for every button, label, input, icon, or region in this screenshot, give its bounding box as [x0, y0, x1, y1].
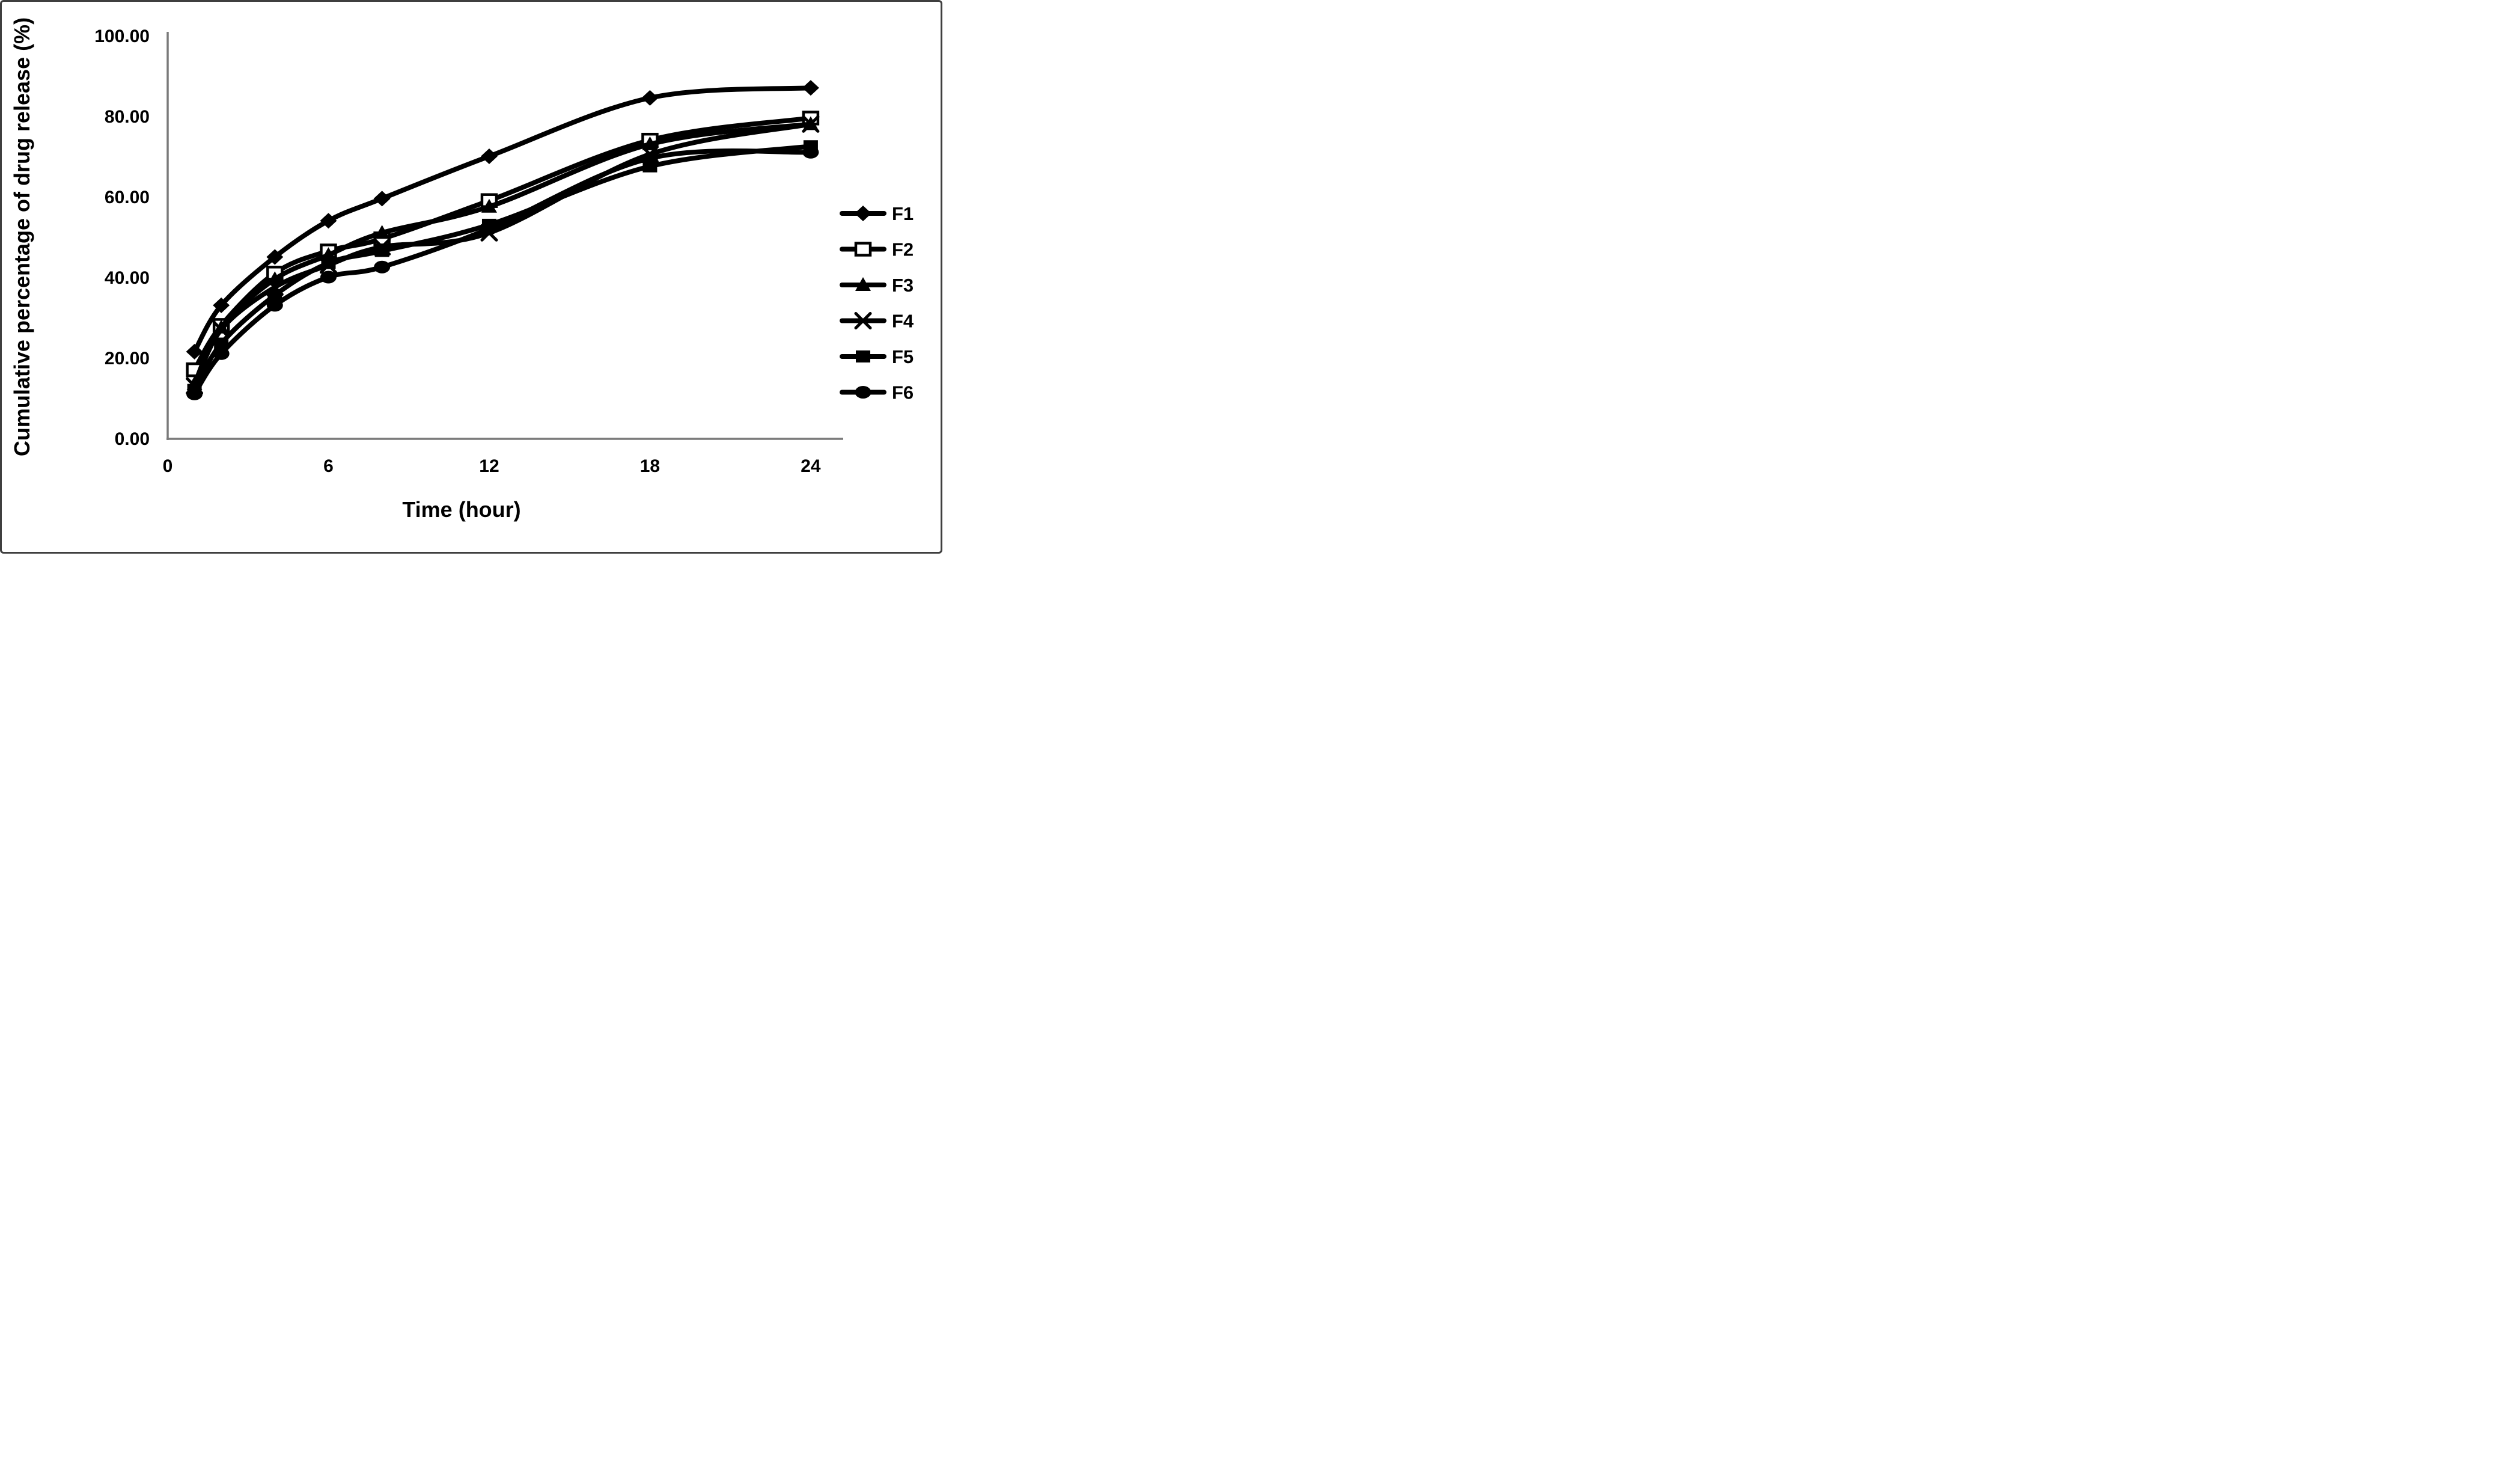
legend-item-f2: F2 — [840, 239, 914, 260]
series-f6 — [186, 145, 819, 400]
y-tick-label: 60.00 — [105, 188, 150, 207]
legend-marker-f5 — [856, 350, 870, 362]
f6-marker — [641, 151, 658, 165]
f1-marker — [266, 249, 284, 265]
series-f1 — [186, 80, 819, 359]
y-axis-title: Cumulative percentage of drug release (%… — [10, 17, 34, 456]
legend-label-f3: F3 — [892, 275, 914, 296]
f5-marker — [267, 289, 282, 302]
series-line-f4 — [192, 121, 813, 388]
f1-marker — [480, 148, 498, 164]
x-tick-label: 18 — [640, 456, 660, 476]
legend-label-f6: F6 — [892, 382, 914, 403]
legend-marker-f6 — [855, 386, 871, 399]
f5-marker — [374, 245, 389, 257]
f4-marker — [212, 320, 230, 338]
f1-marker — [186, 343, 203, 359]
f6-marker — [481, 222, 498, 236]
legend-label-f5: F5 — [892, 346, 914, 367]
y-tick-label: 80.00 — [105, 107, 150, 127]
legend-item-f3: F3 — [840, 275, 914, 296]
y-tick-label: 0.00 — [115, 429, 150, 449]
f1-marker — [802, 80, 819, 96]
f5-marker — [321, 257, 336, 269]
legend: F1 F2 F3 F4 F5 F6 — [840, 203, 914, 403]
f6-marker — [266, 299, 283, 312]
x-tick-label: 24 — [801, 456, 821, 476]
legend-marker-f3 — [855, 277, 871, 291]
series-line-f3 — [192, 121, 813, 387]
legend-item-f1: F1 — [840, 203, 914, 224]
f6-marker — [374, 260, 391, 274]
legend-label-f2: F2 — [892, 239, 914, 260]
x-tick-label: 12 — [479, 456, 499, 476]
f3-marker — [642, 136, 658, 150]
x-tick-label: 6 — [323, 456, 334, 476]
legend-label-f4: F4 — [892, 311, 914, 332]
x-axis-title: Time (hour) — [402, 497, 520, 522]
f6-marker — [802, 145, 819, 159]
f3-marker — [481, 198, 497, 213]
series-f4 — [186, 115, 820, 395]
y-tick-label: 100.00 — [94, 26, 150, 46]
legend-item-f4: F4 — [840, 311, 914, 332]
legend-marker-f1 — [855, 206, 871, 221]
f3-marker — [374, 225, 390, 239]
f1-marker — [320, 213, 337, 229]
f1-marker — [373, 191, 391, 207]
drug-release-line-chart-figure: 0.00 20.00 40.00 60.00 80.00 100.00 0 6 12 18 24 … — [0, 0, 942, 554]
f6-marker — [320, 271, 337, 284]
f1-marker — [213, 297, 230, 313]
x-axis-tick-labels: 0 6 12 18 24 — [163, 456, 821, 476]
legend-item-f6: F6 — [840, 382, 914, 403]
f1-marker — [641, 90, 659, 106]
x-tick-label: 0 — [163, 456, 173, 476]
legend-marker-f4 — [854, 312, 872, 329]
legend-marker-f2 — [854, 242, 872, 257]
series-lines-layer — [186, 80, 820, 400]
legend-item-f5: F5 — [840, 346, 914, 367]
f4-marker — [802, 115, 820, 133]
y-axis-tick-labels: 0.00 20.00 40.00 60.00 80.00 100.00 — [94, 26, 150, 449]
f6-marker — [213, 347, 230, 360]
y-tick-label: 40.00 — [105, 268, 150, 288]
f6-marker — [186, 387, 203, 400]
legend-label-f1: F1 — [892, 203, 914, 224]
y-tick-label: 20.00 — [105, 349, 150, 368]
